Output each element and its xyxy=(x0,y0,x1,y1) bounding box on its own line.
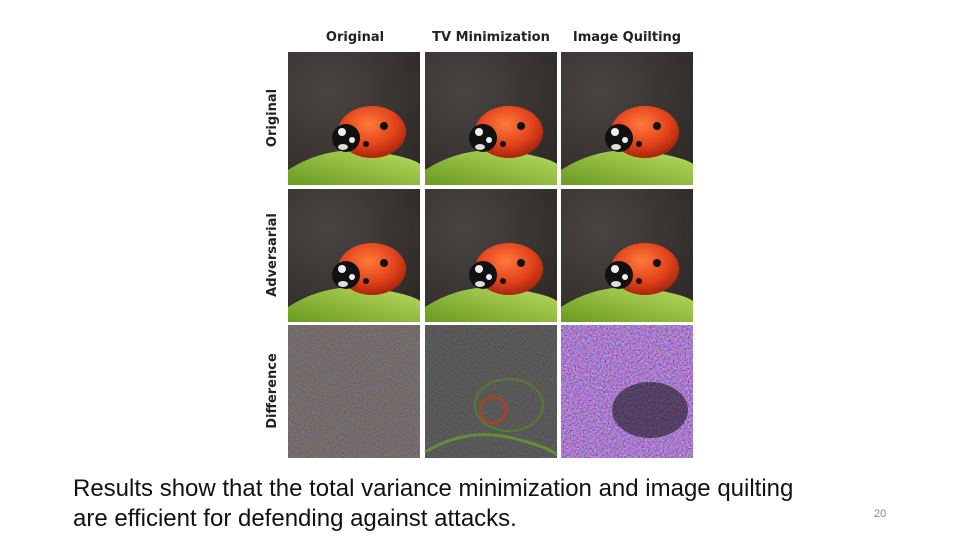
row-label: Difference xyxy=(265,353,280,429)
image xyxy=(288,189,420,322)
image xyxy=(561,189,693,322)
caption-line: Results show that the total variance min… xyxy=(73,475,794,502)
page-number: 20 xyxy=(874,508,887,520)
figure: Original TV Minimization Image Quilting … xyxy=(265,30,693,458)
row-label: Original xyxy=(265,89,280,147)
column-header: Original xyxy=(326,30,384,45)
difference-image xyxy=(424,325,559,458)
difference-image xyxy=(561,325,693,458)
image xyxy=(425,52,557,185)
caption-line: are efficient for defending against atta… xyxy=(73,505,517,532)
row-label: Adversarial xyxy=(265,213,280,297)
image xyxy=(425,189,557,322)
column-header: Image Quilting xyxy=(573,30,681,45)
difference-image xyxy=(288,325,420,458)
image xyxy=(288,52,420,185)
image xyxy=(561,52,693,185)
column-header: TV Minimization xyxy=(432,30,550,45)
